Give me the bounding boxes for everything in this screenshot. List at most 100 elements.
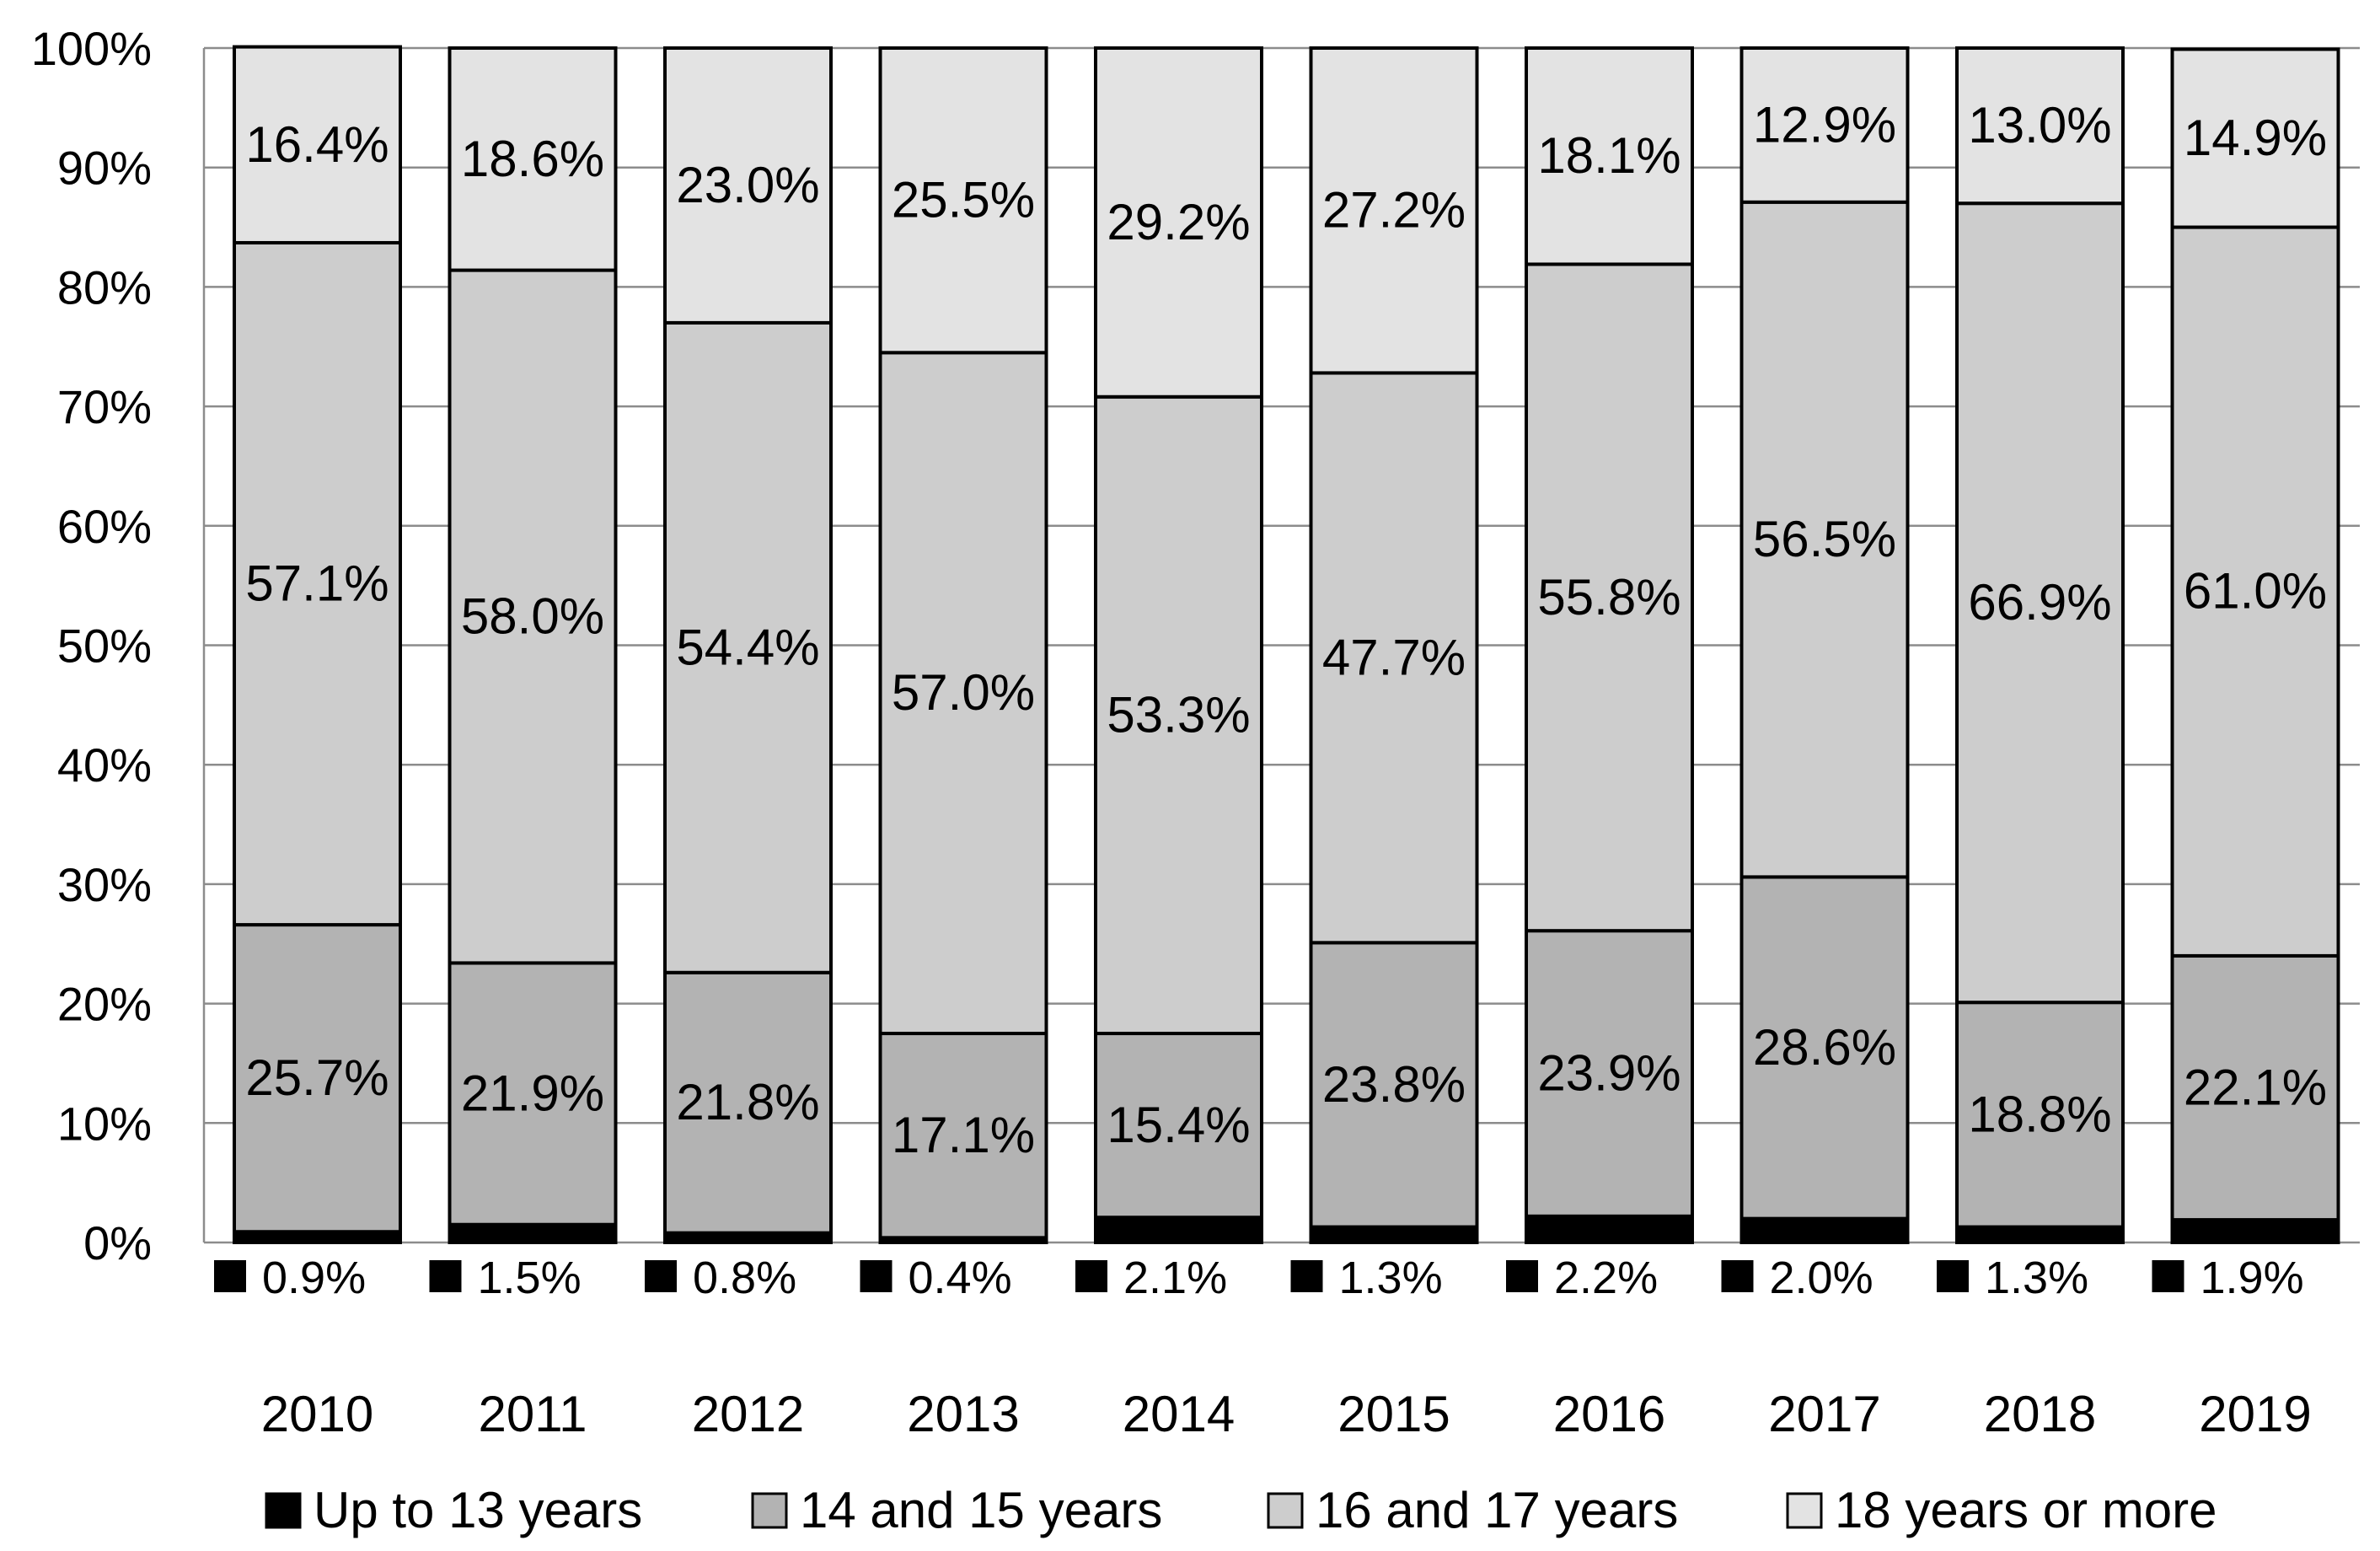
data-label: 28.6% — [1753, 1019, 1896, 1076]
y-tick-label: 100% — [31, 22, 152, 75]
bar-segment — [878, 351, 1048, 1036]
data-label: 55.8% — [1537, 569, 1680, 625]
data-label: 18.6% — [461, 131, 604, 187]
x-category-label: 2019 — [2199, 1386, 2311, 1442]
x-category-label: 2014 — [1123, 1386, 1235, 1442]
data-label: 47.7% — [1322, 629, 1466, 685]
bar-segment — [1094, 46, 1263, 399]
data-label: 12.9% — [1753, 96, 1896, 153]
up-to-13-marker — [1506, 1260, 1538, 1292]
data-label: 17.1% — [892, 1107, 1035, 1163]
data-label: 25.7% — [245, 1049, 389, 1106]
x-category-label: 2013 — [907, 1386, 1019, 1442]
data-label: 53.3% — [1107, 686, 1250, 743]
data-label: 66.9% — [1968, 574, 2111, 631]
data-label: 56.5% — [1753, 511, 1896, 567]
bar-segment — [1525, 929, 1694, 1218]
x-category-label: 2015 — [1337, 1386, 1450, 1442]
bar-segment — [1955, 46, 2125, 206]
data-label: 58.0% — [461, 588, 604, 644]
bar-segment — [233, 45, 402, 244]
data-label: 13.0% — [1968, 97, 2111, 153]
bar-segment — [663, 320, 833, 974]
data-label: 57.1% — [245, 555, 389, 612]
y-tick-label: 20% — [57, 978, 152, 1031]
bar-segment — [1955, 1225, 2125, 1244]
up-to-13-marker — [1937, 1260, 1969, 1292]
data-label: 15.4% — [1107, 1097, 1250, 1153]
data-label: 54.4% — [676, 619, 819, 675]
legend: Up to 13 years 14 and 15 years 16 and 17 y… — [265, 1482, 2217, 1538]
bar-segment — [448, 961, 618, 1226]
bar-segment — [233, 240, 402, 927]
x-category-label: 2010 — [261, 1386, 373, 1442]
y-tick-label: 70% — [57, 380, 152, 433]
up-to-13-marker — [645, 1260, 677, 1292]
x-axis-categories: 2010 2011 2012 2013 2014 2015 2016 2017 2018 2019 — [261, 1386, 2312, 1442]
up-to-13-marker — [214, 1260, 246, 1292]
data-label-up-to-13: 2.2% — [1554, 1253, 1658, 1303]
bar-segment — [1955, 1001, 2125, 1229]
up-to-13-marker — [1290, 1260, 1323, 1292]
data-label-up-to-13: 1.3% — [1339, 1253, 1443, 1303]
bar-segment — [663, 970, 833, 1235]
data-label: 18.8% — [1968, 1086, 2111, 1142]
data-label: 23.0% — [676, 157, 819, 213]
data-label-up-to-13: 0.4% — [909, 1253, 1012, 1303]
bar-segment — [1739, 1216, 1910, 1245]
data-label: 16.4% — [245, 116, 389, 173]
y-tick-label: 30% — [57, 858, 152, 911]
legend-label: 14 and 15 years — [800, 1482, 1162, 1538]
legend-label: 18 years or more — [1835, 1482, 2217, 1538]
bar-segment — [1094, 394, 1263, 1036]
bar-segment — [1309, 46, 1479, 375]
data-label: 27.2% — [1322, 182, 1466, 239]
bar-segment — [1309, 1225, 1479, 1244]
data-label-up-to-13: 0.8% — [693, 1253, 796, 1303]
up-to-13-marker — [1721, 1260, 1754, 1292]
bar-segment — [1739, 200, 1910, 879]
x-category-label: 2011 — [478, 1386, 587, 1442]
y-tick-label: 80% — [57, 260, 152, 314]
data-label: 57.0% — [892, 664, 1035, 721]
up-to-13-marker — [860, 1260, 892, 1292]
legend-swatch — [1267, 1492, 1304, 1529]
bar-segment — [448, 1222, 618, 1244]
bar-segment — [1525, 1214, 1694, 1245]
data-label: 25.5% — [892, 172, 1035, 228]
y-tick-label: 40% — [57, 738, 152, 792]
data-label-up-to-13: 1.5% — [478, 1253, 582, 1303]
bar-segment — [233, 923, 402, 1234]
data-label: 23.9% — [1537, 1044, 1680, 1101]
bar-segment — [1309, 371, 1479, 945]
bar-segment — [878, 46, 1048, 355]
data-label-up-to-13: 1.3% — [1985, 1253, 2088, 1303]
data-label-up-to-13: 2.1% — [1123, 1253, 1227, 1303]
bar-segment — [2170, 953, 2340, 1222]
up-to-13-marker — [2152, 1260, 2184, 1292]
data-label: 14.9% — [2184, 110, 2327, 166]
bar-segment — [2170, 1218, 2340, 1245]
bar-segment — [1739, 46, 1910, 204]
bar-segment — [1739, 875, 1910, 1221]
legend-label: 16 and 17 years — [1316, 1482, 1678, 1538]
data-label-up-to-13: 1.9% — [2200, 1253, 2304, 1303]
y-tick-label: 50% — [57, 620, 152, 673]
data-label: 22.1% — [2184, 1059, 2327, 1115]
y-tick-label: 0% — [83, 1216, 152, 1269]
x-category-label: 2016 — [1553, 1386, 1665, 1442]
data-label: 21.8% — [676, 1074, 819, 1130]
up-to-13-marker — [1075, 1260, 1107, 1292]
y-tick-label: 60% — [57, 500, 152, 553]
bar-segment — [1094, 1032, 1263, 1220]
bar-segment — [663, 46, 833, 325]
bar-segment — [1094, 1216, 1263, 1245]
y-tick-label: 10% — [57, 1097, 152, 1150]
y-axis: 0% 10% 20% 30% 40% 50% 60% 70% 80% 90% 100% — [31, 22, 206, 1269]
data-label-up-to-13: 2.0% — [1770, 1253, 1873, 1303]
bar-segment — [1955, 201, 2125, 1005]
bar-segment — [448, 268, 618, 965]
x-category-label: 2017 — [1768, 1386, 1880, 1442]
data-label: 23.8% — [1322, 1056, 1466, 1113]
